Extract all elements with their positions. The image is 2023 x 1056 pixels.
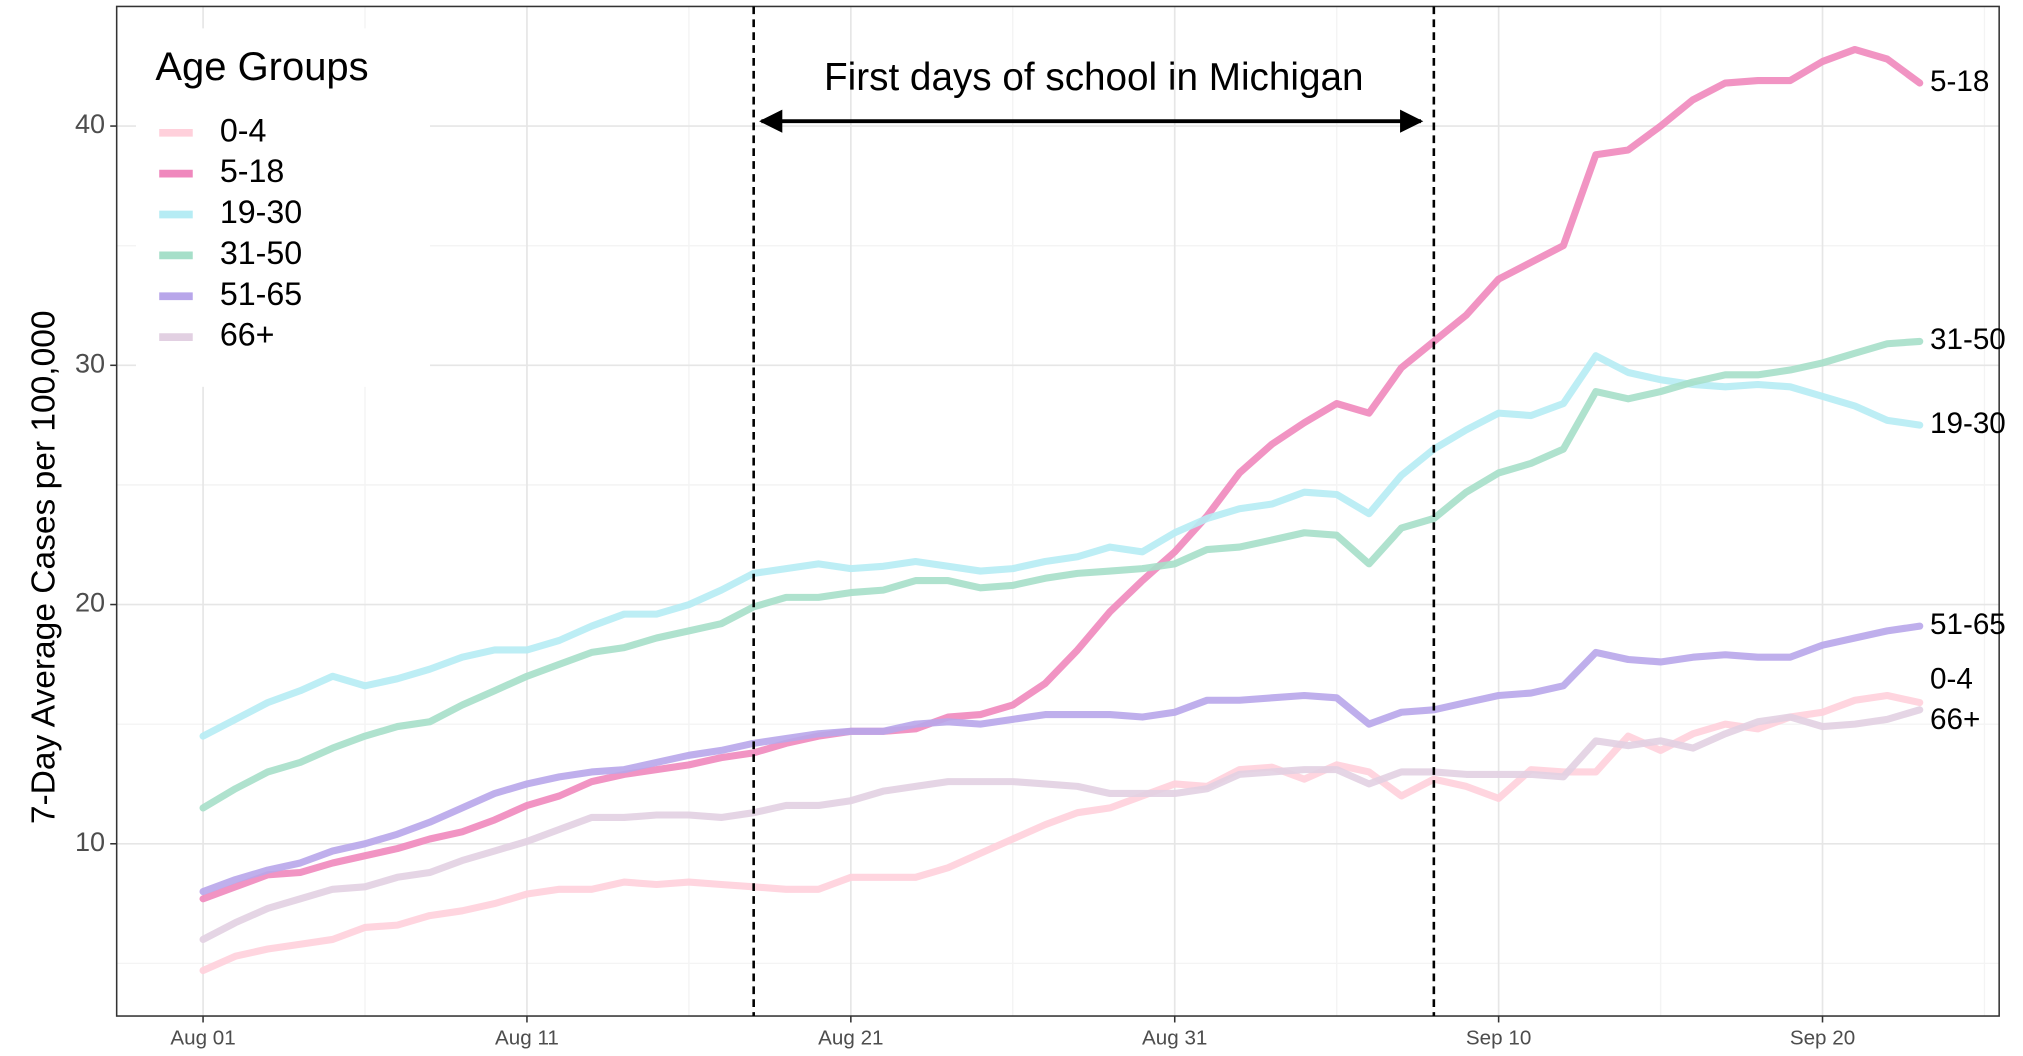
y-tick-label: 30 [75,347,105,378]
y-tick-label: 40 [75,108,105,139]
x-tick-label: Sep 10 [1466,1027,1531,1050]
end-label: 66+ [1930,703,1980,736]
y-tick-label: 20 [75,587,105,618]
plot-frame [115,5,2000,1017]
series-line [199,352,1924,740]
legend-label: 66+ [220,317,275,353]
legend-title: Age Groups [155,45,368,89]
legend-label: 31-50 [220,235,302,271]
annotation-text: First days of school in Michigan [824,56,1363,99]
legend-label: 0-4 [220,112,267,148]
series-line [199,622,1924,896]
x-tick-label: Aug 01 [170,1027,235,1050]
x-tick-label: Aug 11 [495,1027,559,1050]
end-label: 31-50 [1930,323,2006,356]
end-label: 51-65 [1930,608,2006,641]
legend: Age Groups 0-4 5-18 19-30 31-50 51-65 66+ [136,28,430,387]
end-label: 19-30 [1930,407,2006,440]
annotation: First days of school in Michigan [752,6,1436,1017]
lines [199,45,1924,975]
series-line [199,691,1924,975]
series-line [199,337,1924,812]
legend-label: 19-30 [220,194,302,230]
legend-label: 51-65 [220,276,302,312]
legend-box [136,28,430,387]
x-tick-label: Sep 20 [1790,1027,1855,1050]
x-tick-label: Aug 21 [818,1027,883,1050]
y-tick-label: 10 [75,826,105,857]
series-line [199,45,1924,903]
end-label: 0-4 [1930,663,1973,696]
x-tick-label: Aug 31 [1142,1027,1207,1050]
end-label: 5-18 [1930,65,1989,98]
legend-label: 5-18 [220,153,284,189]
y-axis-label: 7-Day Average Cases per 100,000 [26,311,63,825]
series-line [199,706,1924,943]
